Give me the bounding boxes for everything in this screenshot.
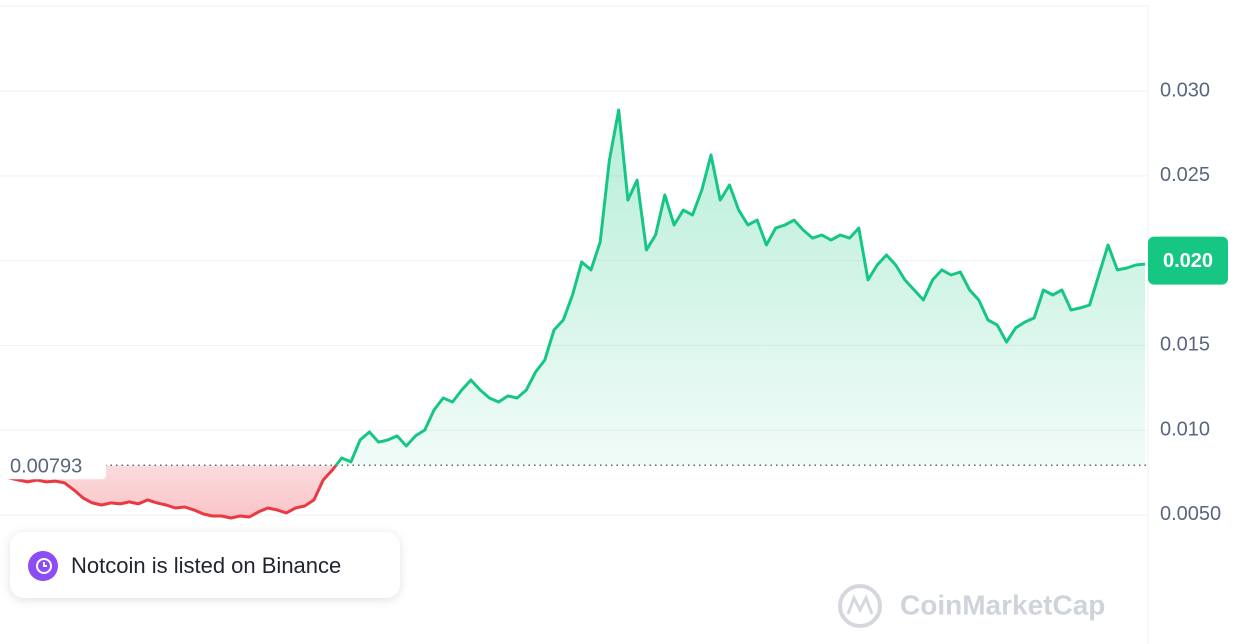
watermark-icon-mark <box>846 594 874 615</box>
y-tick-label: 0.030 <box>1160 79 1210 101</box>
annotation-text: Notcoin is listed on Binance <box>71 553 341 578</box>
baseline-label-box <box>0 451 106 480</box>
annotation[interactable]: Notcoin is listed on Binance <box>10 532 400 598</box>
y-tick-label: 0.0050 <box>1160 503 1221 525</box>
y-tick-label: 0.015 <box>1160 334 1210 356</box>
watermark: CoinMarketCap <box>838 584 1105 628</box>
watermark-icon <box>838 584 882 628</box>
price-line <box>0 108 1146 520</box>
watermark-text: CoinMarketCap <box>900 589 1105 620</box>
annotation-icon-clock <box>36 558 52 574</box>
price-badge <box>1148 236 1228 285</box>
y-tick-label: 0.010 <box>1160 418 1210 440</box>
annotation-box <box>10 532 400 598</box>
y-tick-label: 0.025 <box>1160 164 1210 186</box>
price-area <box>0 110 1145 518</box>
annotation-icon-hands <box>43 562 47 567</box>
baseline-label: 0.00793 <box>10 456 82 478</box>
price-badge-label: 0.020 <box>1163 250 1213 272</box>
